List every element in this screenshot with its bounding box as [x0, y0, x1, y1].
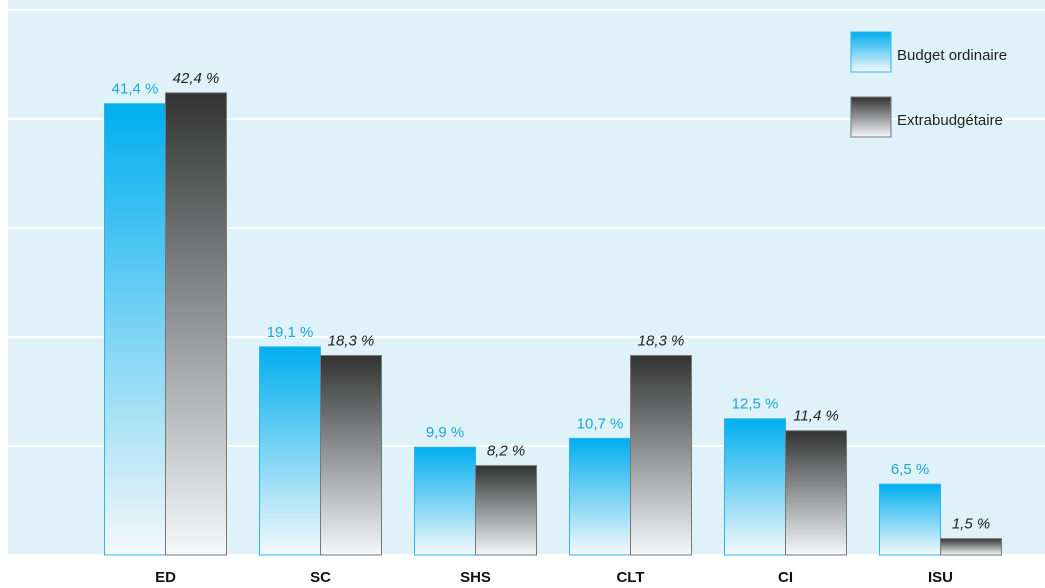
bar	[785, 430, 847, 556]
x-tick-label: SC	[310, 569, 331, 586]
value-label: 6,5 %	[891, 461, 929, 478]
x-tick-label: CLT	[616, 569, 644, 586]
value-label: 18,3 %	[638, 332, 685, 349]
bar	[165, 92, 227, 556]
bar	[630, 355, 692, 556]
x-tick-label: ED	[155, 569, 176, 586]
value-label: 18,3 %	[328, 332, 375, 349]
bar	[879, 483, 941, 556]
value-label: 1,5 %	[952, 516, 990, 533]
legend-label: Extrabudgétaire	[897, 112, 1003, 129]
bar	[414, 446, 476, 556]
bar	[940, 538, 1002, 556]
bar	[569, 437, 631, 556]
bar	[259, 346, 321, 556]
bar	[104, 103, 166, 556]
x-tick-label: ISU	[928, 569, 953, 586]
bar	[320, 355, 382, 556]
bar	[724, 418, 786, 556]
value-label: 10,7 %	[577, 415, 624, 432]
bar	[475, 465, 537, 556]
value-label: 19,1 %	[267, 324, 314, 341]
value-label: 11,4 %	[793, 408, 839, 425]
value-label: 41,4 %	[112, 81, 159, 98]
value-label: 9,9 %	[426, 424, 464, 441]
legend-swatch	[850, 31, 892, 73]
x-tick-label: CI	[778, 569, 793, 586]
x-tick-label: SHS	[460, 569, 491, 586]
value-label: 42,4 %	[173, 70, 220, 87]
legend-swatch	[850, 96, 892, 138]
legend-label: Budget ordinaire	[897, 47, 1007, 64]
value-label: 8,2 %	[487, 443, 525, 460]
value-label: 12,5 %	[732, 396, 779, 413]
